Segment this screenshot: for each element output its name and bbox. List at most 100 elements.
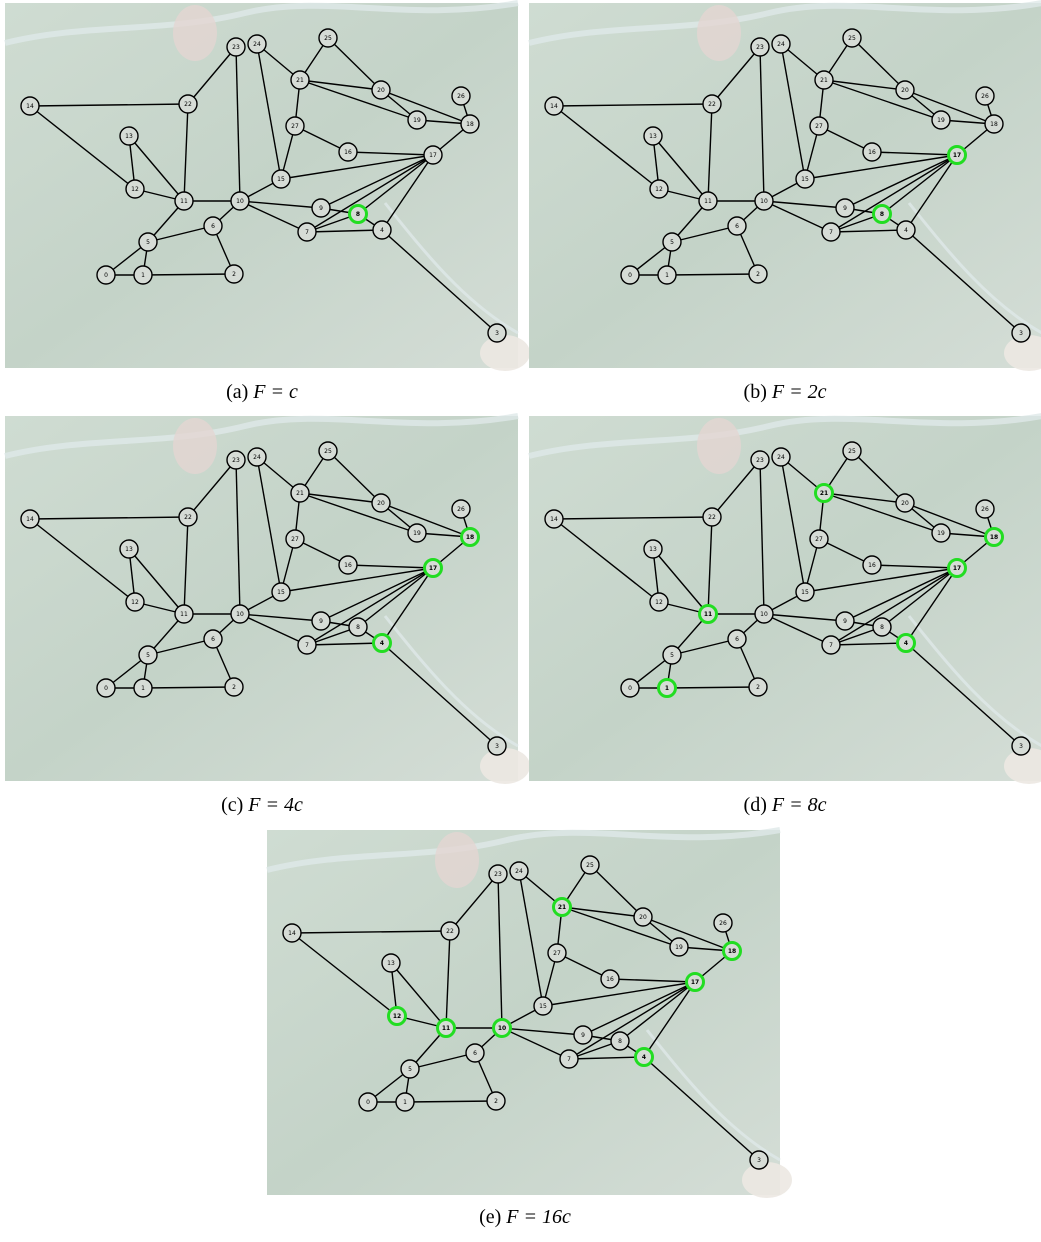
node-label: 10 (236, 611, 244, 618)
caption: (e) F = 16c (479, 1206, 571, 1228)
node-label: 7 (829, 229, 833, 236)
node-label: 0 (628, 685, 632, 692)
node-label: 4 (904, 227, 908, 234)
node-label: 22 (708, 514, 716, 521)
node-label: 27 (815, 536, 823, 543)
node-label: 15 (539, 1003, 547, 1010)
node-label: 10 (498, 1025, 506, 1032)
node-label: 21 (296, 490, 304, 497)
map-area (697, 418, 741, 474)
node-label: 23 (756, 457, 764, 464)
node-label: 27 (291, 123, 299, 130)
node-label: 8 (618, 1038, 622, 1045)
caption-math: F = c (252, 381, 298, 403)
node-label: 16 (868, 149, 876, 156)
node-label: 2 (232, 684, 236, 691)
node-label: 10 (760, 611, 768, 618)
node-label: 24 (777, 454, 785, 461)
node-label: 26 (981, 93, 989, 100)
node-label: 26 (457, 506, 465, 513)
node-label: 23 (232, 44, 240, 51)
node-label: 7 (305, 642, 309, 649)
caption-math: F = 8c (771, 794, 827, 816)
node-label: 14 (288, 930, 296, 937)
node-label: 11 (704, 198, 712, 205)
node-label: 0 (104, 685, 108, 692)
caption-label: (a) (226, 381, 248, 403)
node-label: 15 (801, 176, 809, 183)
map-area (173, 418, 217, 474)
node-label: 7 (305, 229, 309, 236)
map-area (173, 5, 217, 61)
node-label: 9 (581, 1032, 585, 1039)
node-label: 5 (408, 1066, 412, 1073)
node-label: 16 (868, 562, 876, 569)
node-label: 27 (553, 950, 561, 957)
edge (405, 1101, 496, 1102)
map-background (267, 830, 780, 1195)
node-label: 21 (820, 77, 828, 84)
node-label: 12 (131, 186, 139, 193)
node-label: 11 (442, 1025, 450, 1032)
edge (667, 687, 758, 688)
node-label: 12 (655, 599, 663, 606)
node-label: 0 (366, 1099, 370, 1106)
node-label: 11 (180, 198, 188, 205)
caption-math: F = 4c (247, 794, 303, 816)
node-label: 15 (277, 589, 285, 596)
node-label: 22 (184, 101, 192, 108)
caption: (d) F = 8c (744, 794, 827, 816)
node-label: 10 (760, 198, 768, 205)
node-label: 4 (380, 227, 384, 234)
node-label: 2 (756, 271, 760, 278)
caption-label: (d) (744, 794, 767, 816)
node-label: 0 (628, 272, 632, 279)
map-area (480, 748, 530, 784)
panel: 0123456789101112131415161718192021222324… (529, 3, 1041, 371)
node-label: 4 (904, 640, 908, 647)
node-label: 20 (377, 87, 385, 94)
node-label: 13 (125, 546, 133, 553)
node-label: 8 (880, 624, 884, 631)
caption-math: F = 16c (505, 1206, 571, 1228)
node-label: 9 (319, 205, 323, 212)
panel: 0123456789101112131415161718192021222324… (5, 416, 530, 784)
node-label: 10 (236, 198, 244, 205)
node-label: 22 (446, 928, 454, 935)
node-label: 26 (457, 93, 465, 100)
node-label: 20 (639, 914, 647, 921)
map-area (742, 1162, 792, 1198)
node-label: 18 (466, 534, 474, 541)
node-label: 7 (829, 642, 833, 649)
node-label: 9 (319, 618, 323, 625)
caption-label: (c) (221, 794, 243, 816)
caption: (b) F = 2c (744, 381, 827, 403)
node-label: 23 (756, 44, 764, 51)
edge (143, 274, 234, 275)
map-area (697, 5, 741, 61)
node-label: 5 (146, 239, 150, 246)
node-label: 23 (494, 871, 502, 878)
node-label: 1 (141, 685, 145, 692)
map-background (5, 3, 518, 368)
node-label: 6 (735, 636, 739, 643)
node-label: 15 (277, 176, 285, 183)
node-label: 1 (665, 685, 669, 692)
node-label: 15 (801, 589, 809, 596)
node-label: 2 (494, 1098, 498, 1105)
node-label: 16 (344, 149, 352, 156)
node-label: 13 (649, 133, 657, 140)
node-label: 11 (180, 611, 188, 618)
node-label: 9 (843, 618, 847, 625)
node-label: 1 (141, 272, 145, 279)
node-label: 19 (937, 530, 945, 537)
node-label: 21 (820, 490, 828, 497)
node-label: 8 (880, 211, 884, 218)
node-label: 12 (655, 186, 663, 193)
node-label: 22 (184, 514, 192, 521)
node-label: 26 (719, 920, 727, 927)
caption: (a) F = c (226, 381, 298, 403)
node-label: 24 (777, 41, 785, 48)
node-label: 13 (649, 546, 657, 553)
